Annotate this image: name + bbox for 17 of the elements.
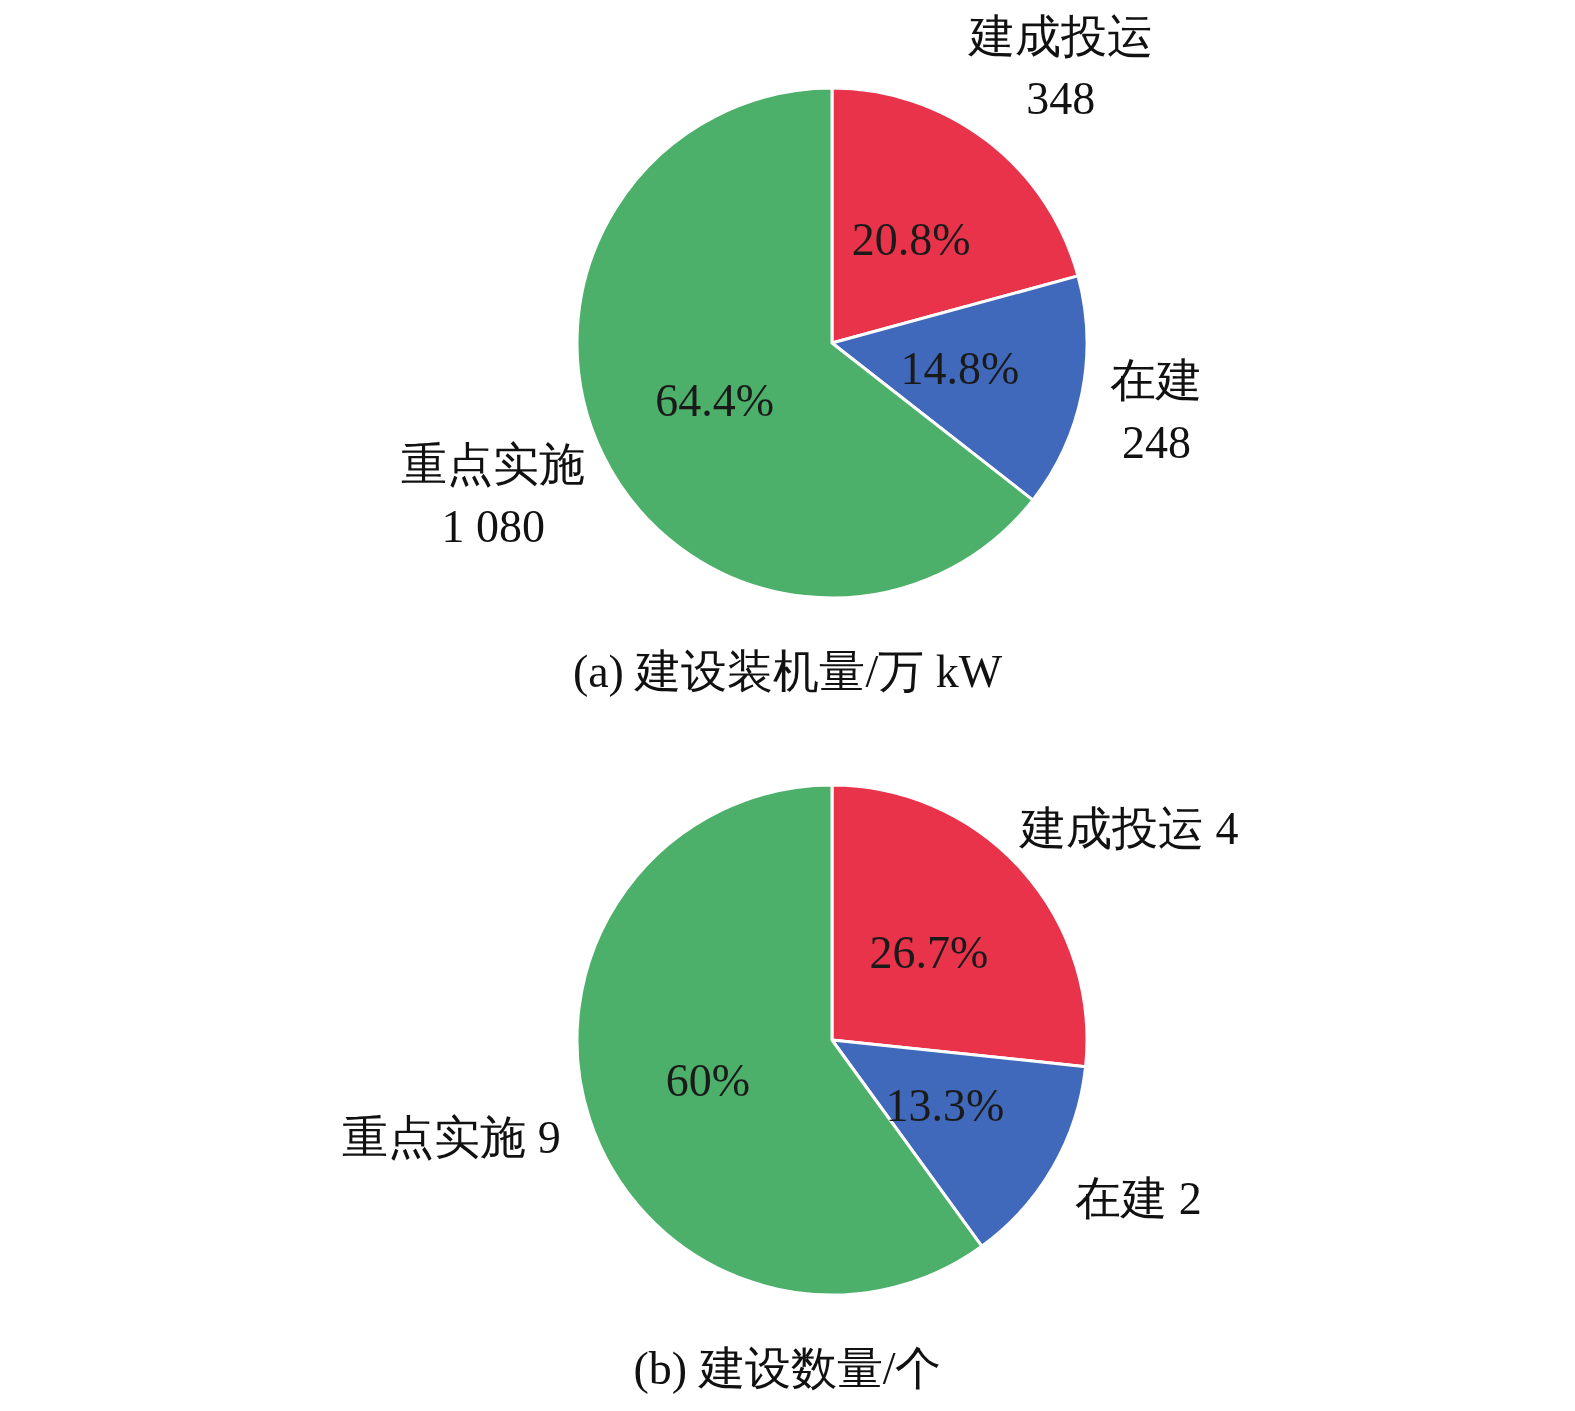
text: 26.7%	[869, 927, 989, 979]
slice-label: 建成投运	[967, 10, 1153, 62]
slice-label: 建成投运 4	[1019, 803, 1239, 855]
data-label: 348	[1026, 72, 1096, 124]
slice-label: 在建 2	[1075, 1172, 1202, 1224]
data-label: 1 080	[441, 500, 545, 552]
slice-label: 重点实施	[401, 438, 586, 490]
text: 64.4%	[655, 374, 775, 426]
text: 14.8%	[900, 343, 1020, 395]
slice-label: 在建	[1110, 354, 1203, 406]
data-label: 248	[1121, 416, 1191, 468]
text: (a) 建设装机量/万 kW	[572, 645, 1003, 697]
text: 13.3%	[885, 1079, 1005, 1131]
slice-label: 重点实施 9	[342, 1112, 561, 1164]
text: (b) 建设数量/个	[633, 1342, 942, 1394]
text: 20.8%	[851, 213, 971, 265]
text: 60%	[665, 1054, 751, 1106]
